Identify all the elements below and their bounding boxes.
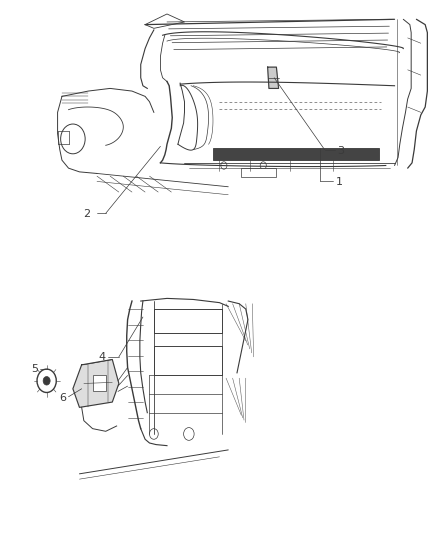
- Bar: [153, 309, 221, 333]
- Text: 2: 2: [83, 209, 90, 220]
- Text: 3: 3: [336, 146, 343, 156]
- Polygon shape: [73, 360, 119, 407]
- Bar: [153, 346, 221, 375]
- Polygon shape: [267, 67, 278, 88]
- Text: 6: 6: [59, 393, 66, 403]
- Bar: [92, 375, 106, 391]
- Text: 4: 4: [99, 352, 106, 362]
- Text: 1: 1: [335, 177, 342, 187]
- Bar: [241, 167, 276, 177]
- Text: 5: 5: [31, 364, 38, 374]
- Circle shape: [43, 376, 50, 385]
- Bar: [212, 149, 378, 160]
